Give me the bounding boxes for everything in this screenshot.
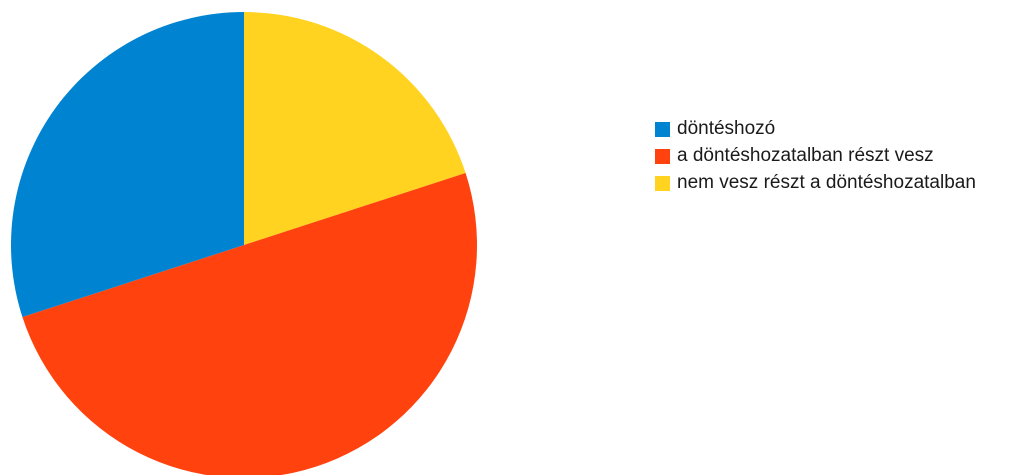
legend-swatch-reszt-vesz: [655, 149, 670, 164]
legend-swatch-nem-vesz-reszt: [655, 176, 670, 191]
legend-item-donteshozo: döntéshozó: [655, 118, 1030, 140]
legend-item-nem-vesz-reszt: nem vesz részt a döntéshozatalban: [655, 172, 1030, 194]
pie-slice-nem-vesz-reszt-a-donteshozatalban: [244, 12, 466, 245]
legend-item-reszt-vesz: a döntéshozatalban részt vesz: [655, 145, 1030, 167]
pie-slice-a-donteshozatalban-reszt-vesz: [22, 172, 477, 475]
legend-swatch-donteshozo: [655, 122, 670, 137]
pie-slice-donteshozo: [10, 12, 244, 318]
chart-legend: döntéshozó a döntéshozatalban részt vesz…: [655, 118, 1030, 199]
legend-label-nem-vesz-reszt: nem vesz részt a döntéshozatalban: [677, 172, 976, 193]
legend-label-donteshozo: döntéshozó: [677, 118, 776, 139]
legend-label-reszt-vesz: a döntéshozatalban részt vesz: [677, 145, 934, 166]
